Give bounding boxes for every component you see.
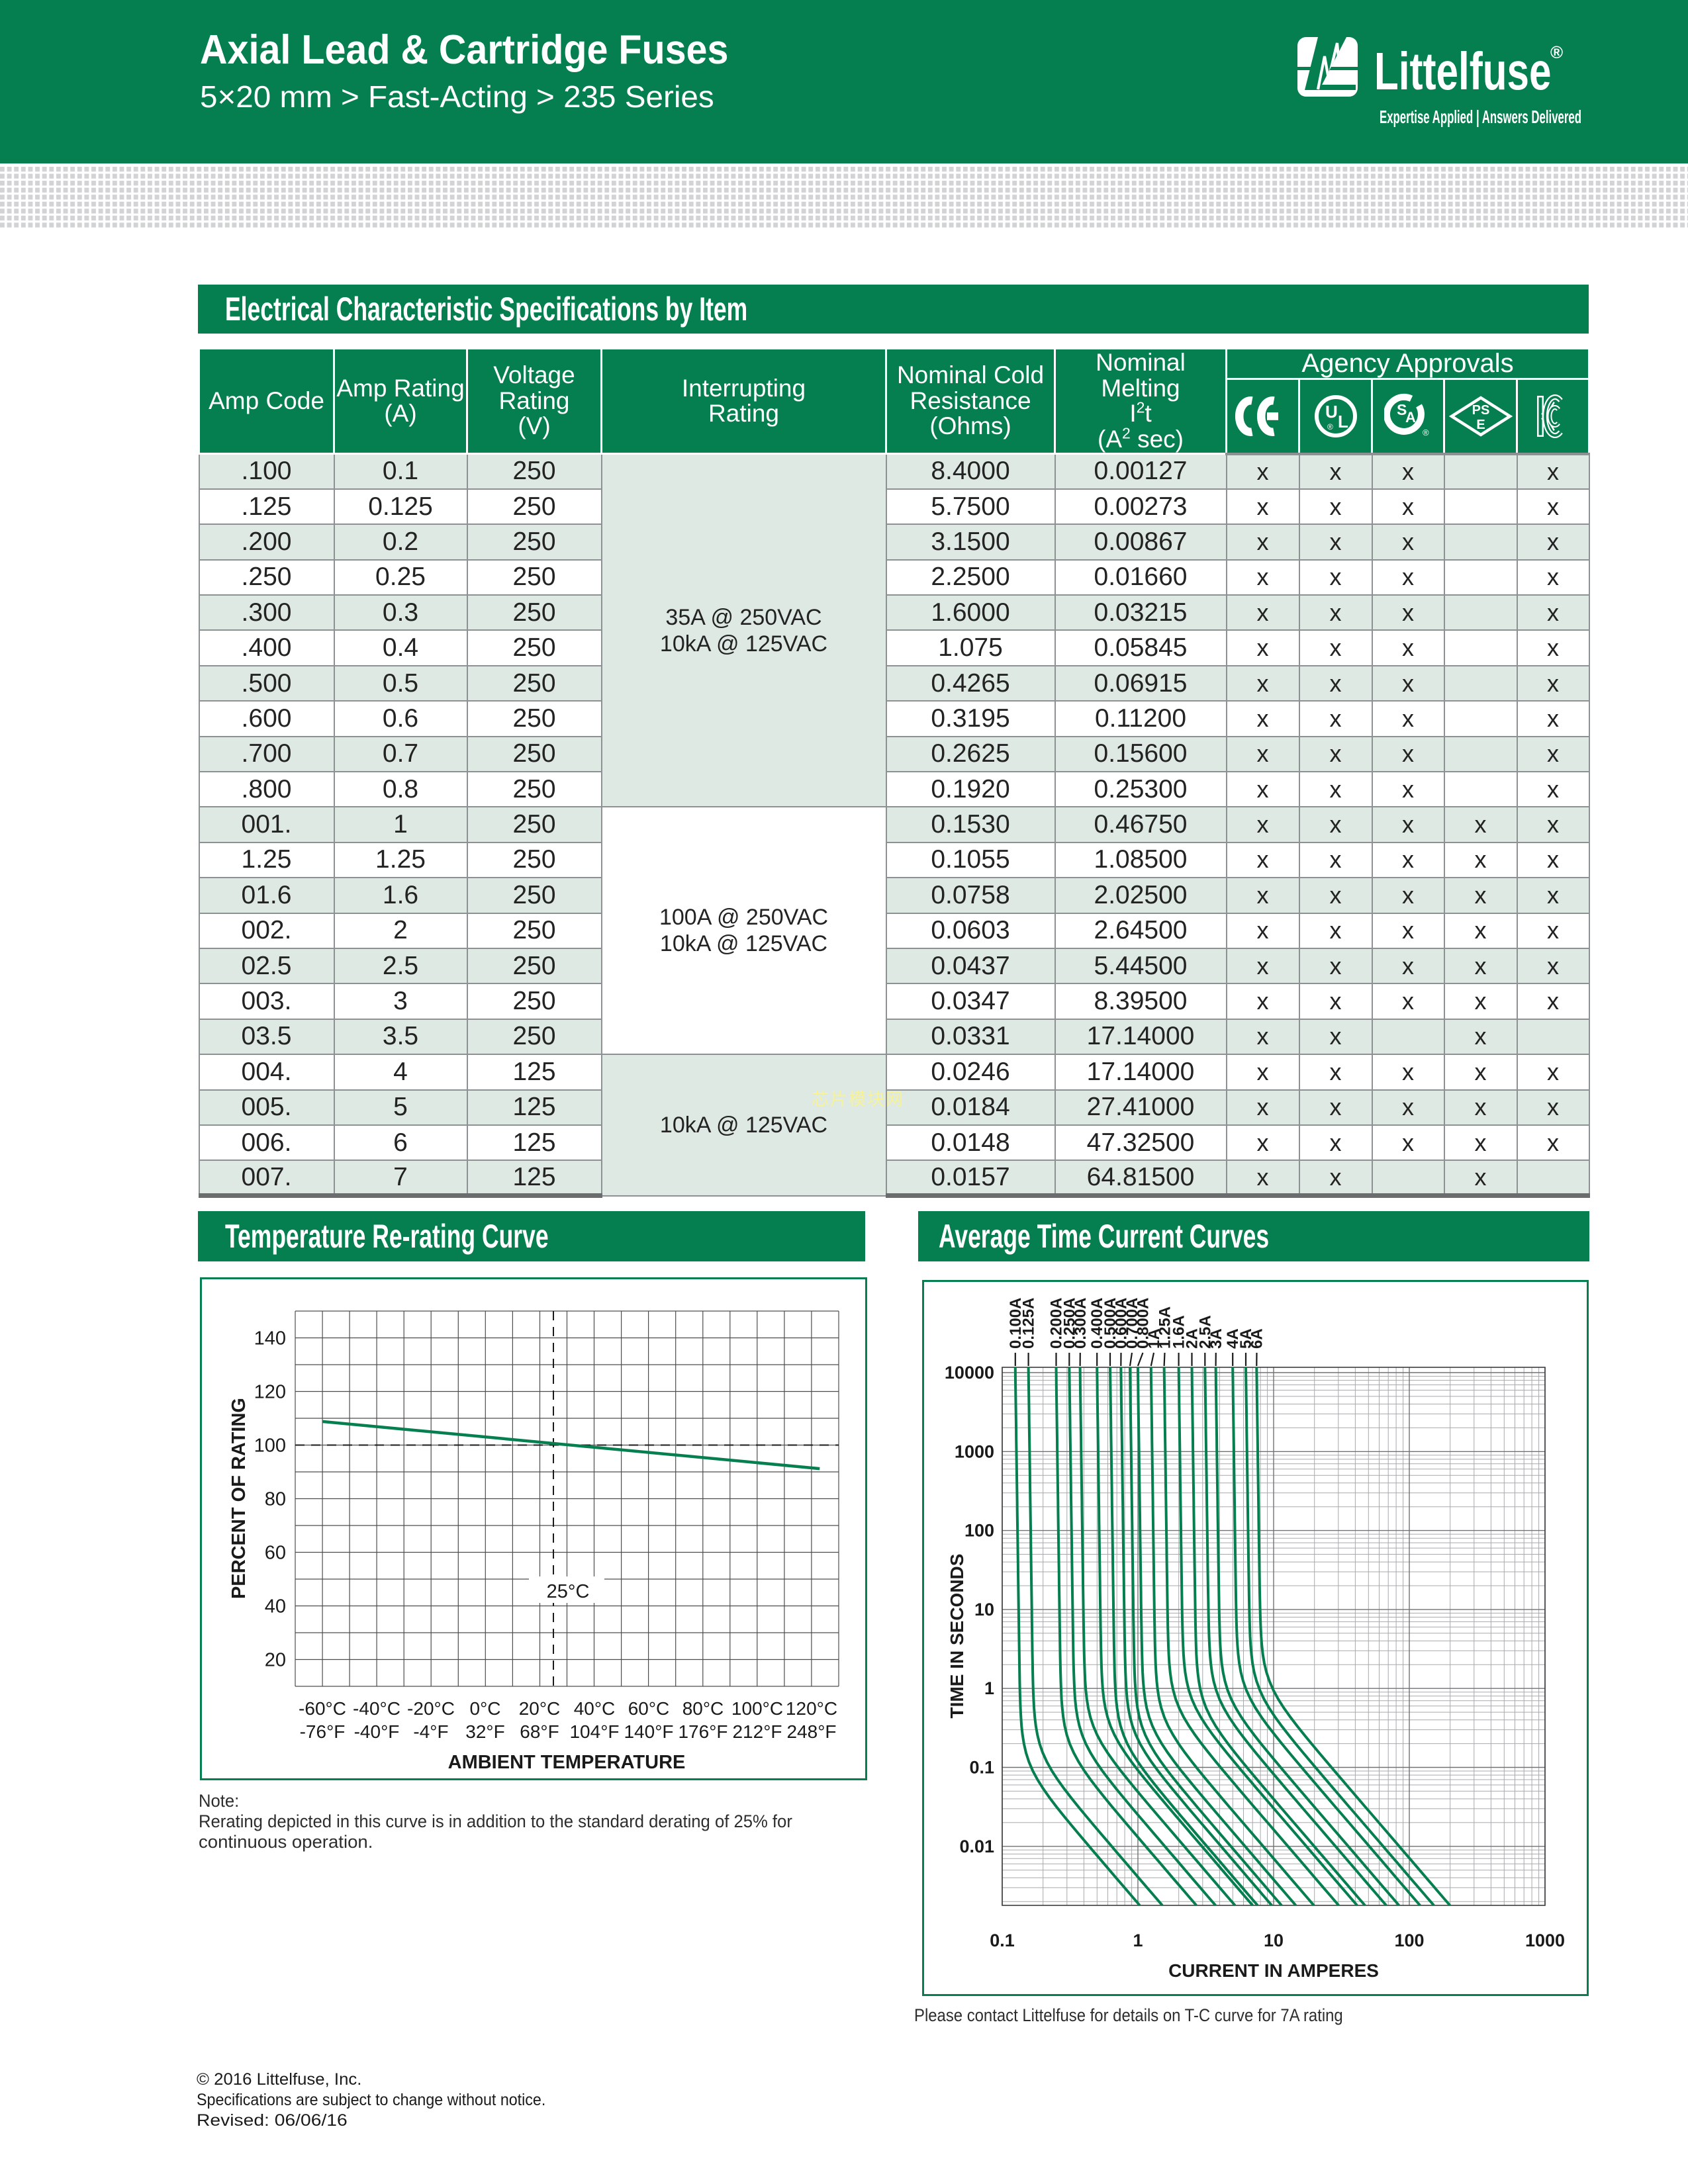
svg-text:0.400A: 0.400A — [1088, 1298, 1106, 1349]
svg-text:60°C: 60°C — [628, 1698, 670, 1719]
svg-text:0.100A: 0.100A — [1007, 1298, 1025, 1349]
svg-text:-40°C: -40°C — [353, 1698, 400, 1719]
svg-text:A: A — [1405, 409, 1416, 426]
svg-text:20: 20 — [265, 1650, 286, 1671]
svg-text:0.01: 0.01 — [959, 1837, 994, 1856]
svg-text:100: 100 — [964, 1521, 994, 1541]
svg-text:U: U — [1325, 402, 1338, 422]
svg-text:80°C: 80°C — [682, 1698, 724, 1719]
svg-text:2A: 2A — [1184, 1328, 1201, 1349]
svg-text:-60°C: -60°C — [299, 1698, 346, 1719]
svg-text:1.25A: 1.25A — [1156, 1306, 1174, 1349]
svg-text:-40°F: -40°F — [354, 1721, 400, 1742]
svg-text:0.500A: 0.500A — [1102, 1298, 1119, 1349]
svg-text:32°F: 32°F — [465, 1721, 504, 1742]
svg-text:100: 100 — [1394, 1931, 1424, 1950]
svg-text:0.200A: 0.200A — [1048, 1298, 1066, 1349]
svg-text:-4°F: -4°F — [413, 1721, 448, 1742]
svg-text:1000: 1000 — [1525, 1931, 1565, 1950]
svg-text:140°F: 140°F — [624, 1721, 673, 1742]
svg-text:1A: 1A — [1145, 1328, 1163, 1349]
svg-text:CURRENT IN AMPERES: CURRENT IN AMPERES — [1168, 1960, 1379, 1981]
svg-text:AMBIENT TEMPERATURE: AMBIENT TEMPERATURE — [448, 1752, 686, 1773]
svg-text:10: 10 — [974, 1600, 994, 1619]
svg-text:10000: 10000 — [945, 1363, 994, 1383]
svg-text:248°F: 248°F — [786, 1721, 836, 1742]
svg-text:0.250A: 0.250A — [1060, 1298, 1078, 1349]
svg-text:0.1: 0.1 — [990, 1931, 1015, 1950]
svg-text:L: L — [1338, 412, 1348, 432]
svg-text:176°F: 176°F — [678, 1721, 727, 1742]
svg-text:104°F: 104°F — [569, 1721, 619, 1742]
svg-text:212°F: 212°F — [732, 1721, 782, 1742]
svg-text:80: 80 — [265, 1489, 286, 1510]
svg-text:120°C: 120°C — [786, 1698, 837, 1719]
svg-text:0.300A: 0.300A — [1072, 1298, 1090, 1349]
svg-text:-20°C: -20°C — [407, 1698, 455, 1719]
svg-text:40: 40 — [265, 1596, 286, 1617]
svg-text:0.600A: 0.600A — [1113, 1298, 1131, 1349]
svg-text:1: 1 — [1133, 1931, 1143, 1950]
svg-text:TIME IN SECONDS: TIME IN SECONDS — [947, 1554, 967, 1719]
svg-text:®: ® — [1423, 428, 1429, 437]
svg-text:0.800A: 0.800A — [1135, 1298, 1152, 1349]
svg-text:6A: 6A — [1248, 1328, 1266, 1349]
svg-text:0°C: 0°C — [470, 1698, 501, 1719]
svg-text:60: 60 — [265, 1543, 286, 1564]
svg-text:1000: 1000 — [955, 1441, 994, 1461]
svg-text:0.125A: 0.125A — [1020, 1298, 1038, 1349]
svg-text:68°F: 68°F — [520, 1721, 559, 1742]
svg-text:®: ® — [1327, 422, 1333, 432]
svg-text:2.5A: 2.5A — [1196, 1315, 1214, 1349]
svg-text:E: E — [1476, 418, 1485, 432]
svg-text:140: 140 — [254, 1328, 286, 1349]
svg-text:1.6A: 1.6A — [1170, 1315, 1188, 1349]
svg-text:3A: 3A — [1207, 1328, 1225, 1349]
svg-text:4A: 4A — [1224, 1328, 1242, 1349]
svg-text:25°C: 25°C — [547, 1581, 590, 1602]
svg-text:120: 120 — [254, 1382, 286, 1403]
svg-text:100°C: 100°C — [731, 1698, 783, 1719]
svg-text:0.700A: 0.700A — [1123, 1298, 1141, 1349]
svg-text:PS: PS — [1472, 403, 1489, 418]
svg-text:PERCENT OF RATING: PERCENT OF RATING — [228, 1398, 250, 1599]
svg-text:-76°F: -76°F — [300, 1721, 346, 1742]
svg-text:100: 100 — [254, 1435, 286, 1457]
svg-text:5A: 5A — [1237, 1328, 1255, 1349]
svg-text:20°C: 20°C — [519, 1698, 561, 1719]
svg-text:40°C: 40°C — [574, 1698, 616, 1719]
svg-text:1: 1 — [984, 1678, 994, 1698]
svg-text:0.1: 0.1 — [969, 1758, 994, 1778]
svg-text:10: 10 — [1264, 1931, 1284, 1950]
svg-text:S: S — [1397, 401, 1407, 418]
